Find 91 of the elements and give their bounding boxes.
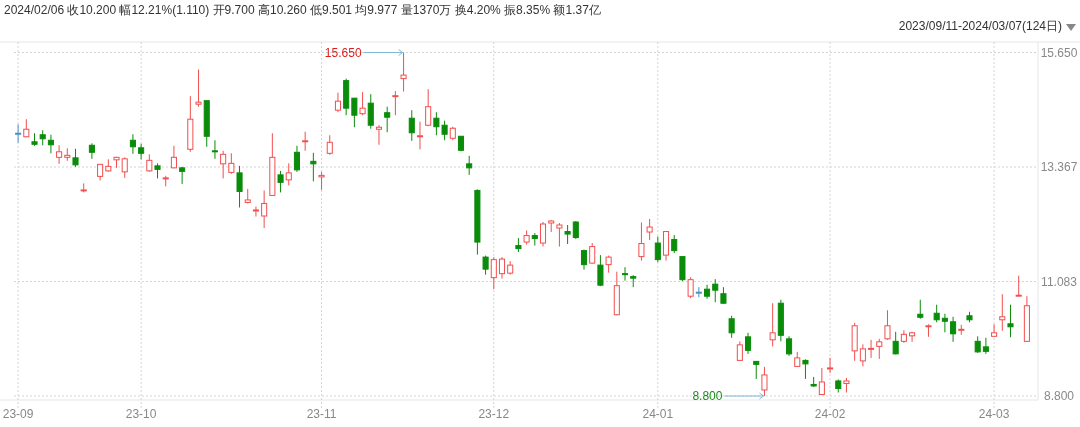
candlestick — [277, 170, 284, 193]
candlestick — [211, 139, 218, 160]
candlestick — [999, 293, 1006, 332]
candlestick — [400, 52, 407, 93]
annotation: 15.650 — [324, 45, 362, 60]
candlestick — [859, 343, 866, 367]
candlestick — [220, 150, 227, 179]
candlestick — [917, 299, 924, 320]
candlestick — [425, 88, 432, 127]
candlestick — [179, 166, 186, 185]
candlestick — [1015, 275, 1022, 297]
candlestick — [1007, 304, 1014, 338]
candlestick — [466, 155, 473, 176]
candlestick — [490, 256, 497, 290]
candlestick — [359, 91, 366, 116]
candlestick — [293, 145, 300, 173]
annotation: 8.800 — [692, 388, 723, 403]
candlestick — [375, 124, 383, 146]
candlestick — [56, 144, 63, 165]
candlestick — [195, 69, 202, 108]
candlestick — [982, 337, 989, 355]
candlestick — [769, 302, 776, 347]
candlestick — [909, 331, 916, 343]
candlestick — [761, 366, 768, 397]
candlestick — [876, 338, 883, 360]
candlestick — [228, 152, 235, 175]
text: 2023/09/11-2024/03/07(124日) — [898, 19, 1062, 33]
candlestick — [408, 109, 415, 142]
y-tick-label: 8.800 — [1043, 388, 1075, 403]
candlestick — [72, 148, 79, 168]
candlestick — [318, 171, 325, 191]
candlestick — [679, 256, 686, 282]
candlestick — [302, 131, 309, 152]
x-tick-label: 23-11 — [306, 407, 337, 421]
x-tick-label: 24-03 — [978, 407, 1010, 421]
candlestick — [991, 323, 998, 338]
candlestick — [950, 316, 957, 343]
candlestick — [392, 90, 399, 116]
candlestick — [868, 339, 875, 359]
candlestick — [564, 224, 571, 245]
x-tick-label: 24-01 — [642, 407, 674, 421]
candlestick — [786, 335, 793, 357]
candlestick — [170, 145, 177, 169]
candlestick — [941, 313, 948, 333]
candlestick — [728, 315, 735, 339]
candlestick — [638, 222, 645, 262]
candlestick — [326, 134, 333, 156]
candlestick — [47, 134, 54, 154]
candlestick — [384, 106, 391, 133]
y-tick-label: 11.083 — [1041, 274, 1078, 289]
candlestick — [712, 278, 719, 303]
candlestick — [621, 266, 629, 282]
candlestick — [129, 133, 136, 155]
candlestick — [88, 142, 95, 160]
candlestick — [498, 256, 506, 280]
candlestick — [884, 309, 891, 341]
candlestick — [687, 276, 694, 299]
candlestick — [121, 156, 128, 179]
candlestick — [589, 242, 596, 265]
candlestick — [802, 358, 809, 380]
candlestick — [572, 220, 579, 240]
candlestick — [285, 162, 292, 186]
candlestick — [654, 236, 661, 263]
candlestick — [827, 357, 834, 374]
y-tick-label: 15.650 — [1040, 45, 1078, 60]
candlestick — [15, 123, 22, 144]
candlestick — [539, 221, 547, 248]
candlestick — [662, 231, 670, 262]
candlestick — [671, 234, 678, 254]
candlestick — [236, 165, 243, 208]
candlestick — [646, 218, 653, 241]
candlestick — [597, 254, 604, 287]
candlestick — [351, 97, 358, 128]
x-tick-label: 23-09 — [2, 407, 34, 421]
x-tick-label: 24-02 — [814, 407, 846, 421]
candlestick — [138, 143, 145, 160]
x-tick-label: 23-12 — [478, 407, 510, 421]
candlestick — [367, 93, 374, 130]
candlestick — [745, 332, 752, 355]
candlestick — [310, 152, 317, 182]
x-tick-label: 23-10 — [125, 407, 157, 421]
candlestick — [892, 331, 899, 355]
candlestick — [818, 367, 825, 396]
y-tick-label: 13.367 — [1040, 160, 1078, 174]
text: 2024/02/06 收10.200 幅12.21%(1.110) 开9.700 高10.260 低9.501 均9.977 量1370万 换4.20% 振8.35% 额1.37亿 — [4, 3, 601, 17]
candlestick — [261, 189, 268, 229]
candlestick — [416, 121, 424, 150]
candlestick — [252, 205, 259, 217]
candlestick — [736, 340, 743, 362]
candlestick — [334, 92, 342, 113]
candlestick — [556, 222, 563, 248]
